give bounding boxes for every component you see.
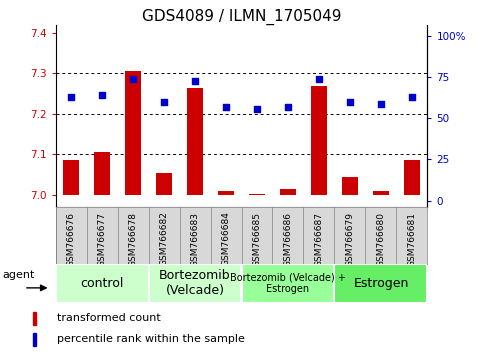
Text: GSM766686: GSM766686 (284, 212, 293, 267)
Bar (404, 160, 420, 195)
Text: transformed count: transformed count (57, 313, 160, 323)
Bar (56, 264, 149, 303)
Bar (373, 191, 389, 195)
Point (253, 106, 261, 112)
Point (377, 101, 385, 107)
Bar (149, 264, 242, 303)
Bar (334, 264, 427, 303)
Text: Bortezomib
(Velcade): Bortezomib (Velcade) (159, 269, 231, 297)
Bar (187, 87, 203, 195)
Text: GSM766680: GSM766680 (376, 212, 385, 267)
Point (129, 76, 137, 82)
Text: GSM766676: GSM766676 (67, 212, 75, 267)
Point (222, 104, 230, 110)
Bar (242, 264, 334, 303)
Text: GSM766685: GSM766685 (253, 212, 261, 267)
Bar (249, 194, 265, 195)
Bar (63, 160, 79, 195)
Text: GDS4089 / ILMN_1705049: GDS4089 / ILMN_1705049 (142, 9, 341, 25)
Text: GSM766677: GSM766677 (98, 212, 107, 267)
Point (408, 94, 416, 100)
Bar (342, 177, 358, 195)
Bar (218, 191, 234, 195)
Text: control: control (80, 277, 124, 290)
Bar (33, 312, 36, 325)
Text: Bortezomib (Velcade) +
Estrogen: Bortezomib (Velcade) + Estrogen (230, 272, 346, 294)
Text: GSM766679: GSM766679 (345, 212, 355, 267)
Point (284, 104, 292, 110)
Point (67, 94, 75, 100)
Text: agent: agent (3, 270, 35, 280)
Bar (94, 152, 110, 195)
Text: GSM766682: GSM766682 (159, 212, 169, 267)
Text: GSM766687: GSM766687 (314, 212, 324, 267)
Bar (280, 189, 296, 195)
Text: GSM766681: GSM766681 (408, 212, 416, 267)
Bar (311, 86, 327, 195)
Point (191, 78, 199, 84)
Text: percentile rank within the sample: percentile rank within the sample (57, 335, 244, 344)
Bar (125, 72, 141, 195)
Text: GSM766678: GSM766678 (128, 212, 138, 267)
Point (346, 99, 354, 105)
Bar (156, 173, 172, 195)
Bar (33, 333, 36, 346)
Text: GSM766684: GSM766684 (222, 212, 230, 267)
Point (160, 99, 168, 105)
Point (98, 93, 106, 98)
Text: GSM766683: GSM766683 (190, 212, 199, 267)
Point (315, 76, 323, 82)
Text: Estrogen: Estrogen (353, 277, 409, 290)
